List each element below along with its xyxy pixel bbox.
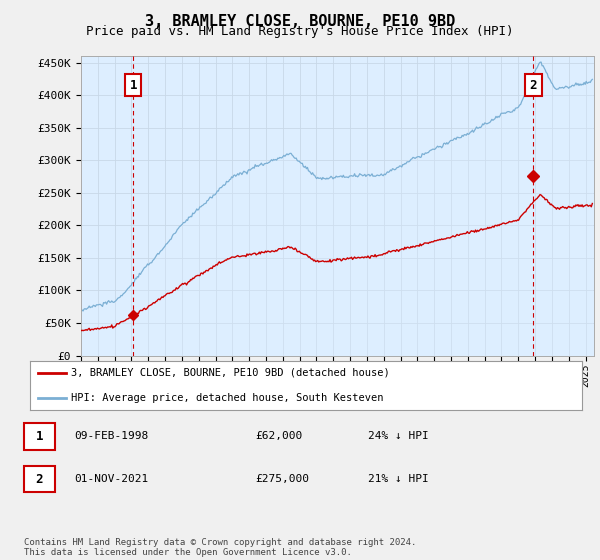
- Text: 09-FEB-1998: 09-FEB-1998: [74, 431, 149, 441]
- Text: 3, BRAMLEY CLOSE, BOURNE, PE10 9BD (detached house): 3, BRAMLEY CLOSE, BOURNE, PE10 9BD (deta…: [71, 368, 390, 378]
- Text: 01-NOV-2021: 01-NOV-2021: [74, 474, 149, 484]
- Text: £62,000: £62,000: [255, 431, 302, 441]
- FancyBboxPatch shape: [23, 466, 55, 492]
- Text: 24% ↓ HPI: 24% ↓ HPI: [368, 431, 428, 441]
- Text: Contains HM Land Registry data © Crown copyright and database right 2024.
This d: Contains HM Land Registry data © Crown c…: [24, 538, 416, 557]
- Text: 21% ↓ HPI: 21% ↓ HPI: [368, 474, 428, 484]
- Text: HPI: Average price, detached house, South Kesteven: HPI: Average price, detached house, Sout…: [71, 393, 384, 403]
- Text: 2: 2: [35, 473, 43, 486]
- Text: 1: 1: [35, 430, 43, 443]
- FancyBboxPatch shape: [23, 423, 55, 450]
- Text: 2: 2: [530, 79, 537, 92]
- Text: £275,000: £275,000: [255, 474, 309, 484]
- Text: 1: 1: [130, 79, 137, 92]
- Text: 3, BRAMLEY CLOSE, BOURNE, PE10 9BD: 3, BRAMLEY CLOSE, BOURNE, PE10 9BD: [145, 14, 455, 29]
- Text: Price paid vs. HM Land Registry's House Price Index (HPI): Price paid vs. HM Land Registry's House …: [86, 25, 514, 38]
